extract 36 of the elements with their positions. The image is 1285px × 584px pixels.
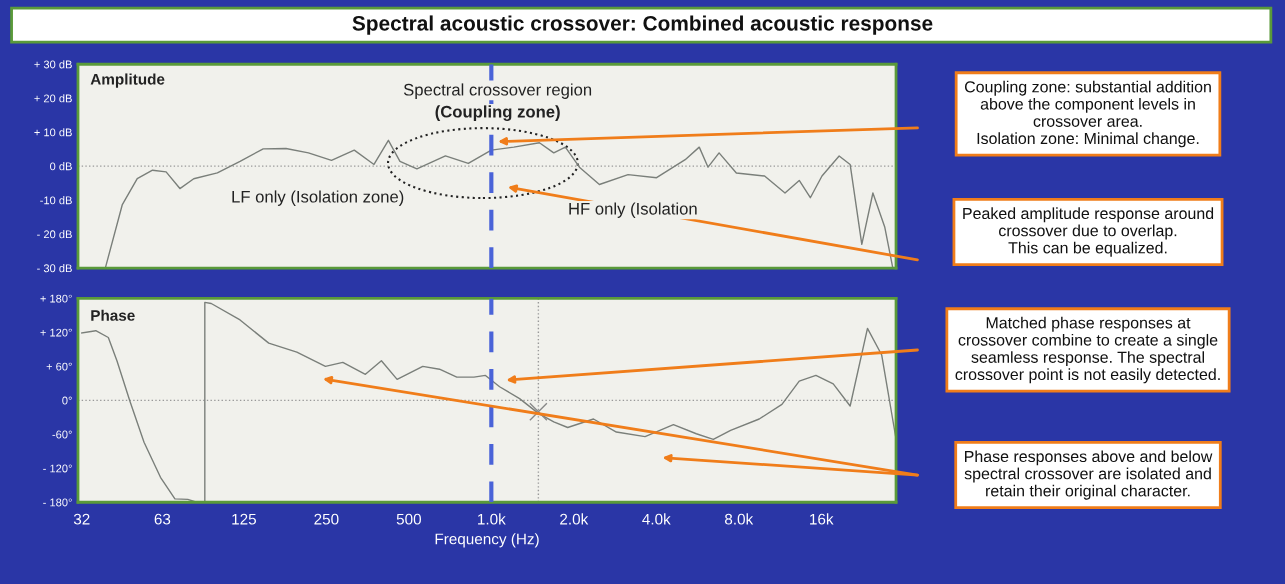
annotation: (Coupling zone): [435, 105, 560, 121]
x-tick-label: 63: [154, 513, 171, 525]
x-tick-label: 2.0k: [560, 513, 589, 525]
y-tick-label: - 20 dB: [37, 230, 72, 239]
text: Phase responses above and below spectral crossover are isolated and retain their original character.: [964, 450, 1213, 500]
text: Coupling zone: substantial addition above the component levels in crossover area. Isolation zone: Minimal change.: [964, 80, 1211, 148]
y-tick-label: - 120°: [43, 464, 72, 473]
y-tick-label: + 180°: [40, 294, 72, 303]
annotation: Amplitude: [90, 73, 165, 88]
y-tick-label: -60°: [52, 430, 72, 439]
y-tick-label: - 30 dB: [37, 264, 72, 273]
y-tick-label: + 30 dB: [34, 60, 72, 69]
y-tick-label: + 10 dB: [34, 128, 72, 137]
x-tick-label: 125: [232, 513, 257, 525]
x-tick-label: 4.0k: [642, 513, 671, 525]
y-tick-label: + 60°: [46, 362, 72, 371]
x-tick-label: 1.0k: [478, 513, 506, 525]
y-tick-label: -10 dB: [40, 196, 72, 205]
x-tick-label: 16k: [810, 513, 834, 525]
annotation: Phase: [91, 309, 135, 321]
annotation: LF only (Isolation zone): [232, 190, 404, 206]
annotation: HF only (Isolation: [569, 202, 697, 218]
y-tick-label: 0 dB: [50, 162, 72, 171]
x-tick-label: 32: [73, 513, 90, 525]
x-axis-title: Frequency (Hz): [435, 533, 539, 548]
y-tick-label: - 180°: [43, 498, 72, 507]
x-tick-label: 250: [314, 513, 339, 525]
chart-title: Spectral acoustic crossover: Combined acoustic response: [352, 15, 933, 35]
text: Peaked amplitude response around crossover due to overlap. This can be equalized.: [963, 207, 1214, 257]
y-tick-label: + 120°: [40, 328, 72, 337]
text: Matched phase responses at crossover combine to create a single seamless response. The spectral crossover point is not easily detected.: [955, 316, 1220, 384]
annotation: Spectral crossover region: [403, 83, 592, 99]
x-tick-label: 8.0k: [724, 513, 754, 525]
y-tick-label: 0°: [62, 396, 72, 405]
y-tick-label: + 20 dB: [34, 94, 72, 103]
x-tick-label: 500: [396, 513, 422, 525]
